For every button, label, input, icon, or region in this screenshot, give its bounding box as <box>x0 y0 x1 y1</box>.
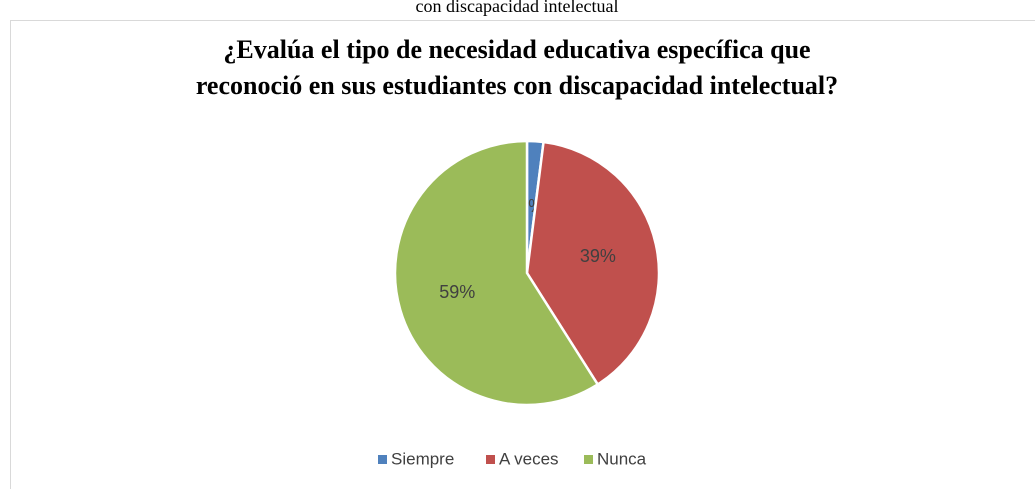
chart-title: reconoció en sus estudiantes con discapa… <box>196 71 838 100</box>
data-label: 39% <box>580 246 616 266</box>
legend-label: A veces <box>499 449 559 468</box>
chart-title: ¿Evalúa el tipo de necesidad educativa e… <box>223 35 810 64</box>
legend-label: Siempre <box>391 449 454 468</box>
legend-swatch <box>584 455 593 464</box>
legend-swatch <box>486 455 495 464</box>
data-label: 59% <box>439 282 475 302</box>
pie-slice <box>393 139 600 407</box>
caption: con discapacidad intelectual <box>416 0 619 16</box>
legend-swatch <box>378 455 387 464</box>
legend-label: Nunca <box>597 449 647 468</box>
